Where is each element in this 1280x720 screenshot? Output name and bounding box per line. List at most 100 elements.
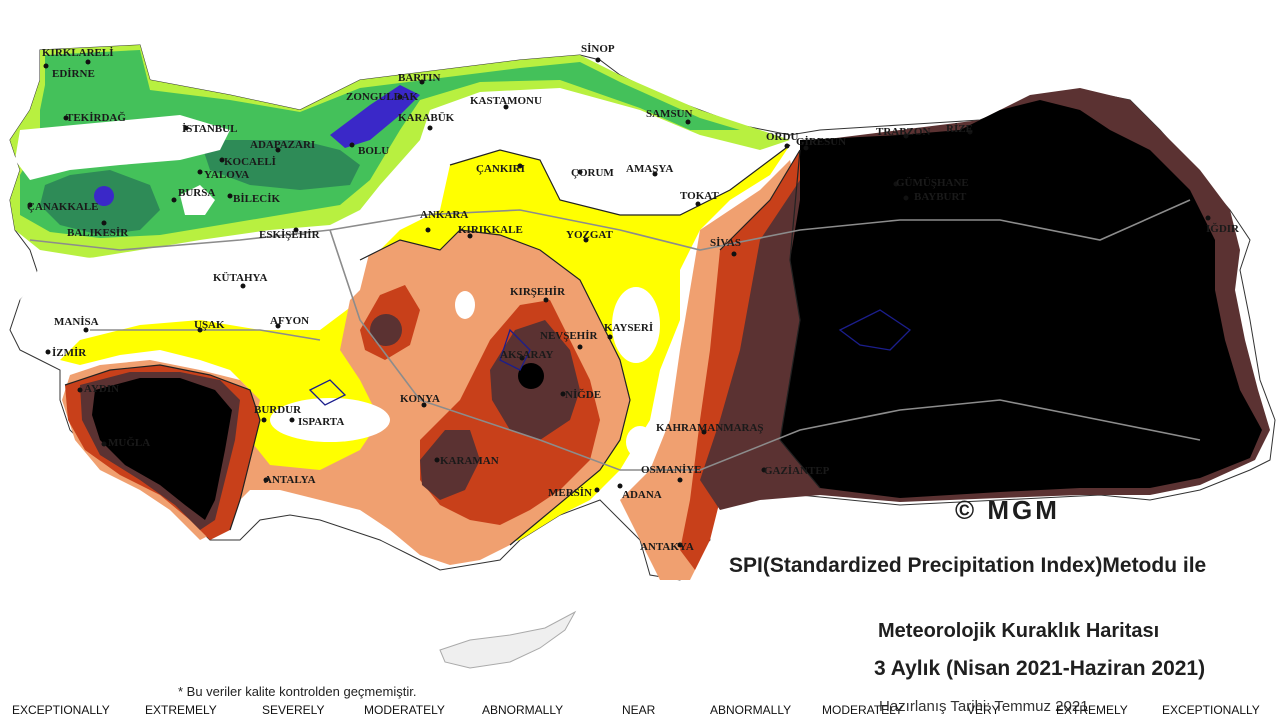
- city-label: ANTAKYA: [640, 541, 694, 553]
- city-dot: [803, 145, 809, 151]
- near-normal-bursa: [180, 185, 215, 215]
- city-label: KIRKLARELİ: [42, 47, 114, 59]
- legend-item: EXTREMELY: [145, 703, 217, 717]
- city-dot: [577, 344, 583, 350]
- contour-line: [359, 229, 631, 546]
- city-bolu: BOLU: [349, 142, 389, 157]
- city-ordu: ORDU: [766, 131, 798, 149]
- city-dot: [761, 467, 767, 473]
- road-line: [329, 229, 1201, 471]
- city-adapazari: ADAPAZARI: [250, 139, 315, 153]
- legend-row: EXCEPTIONALLY EXTREMELY SEVERELY MODERAT…: [0, 702, 1280, 720]
- city-label: OSMANİYE: [641, 464, 702, 476]
- exceptionally-dry-aksaray-spot: [518, 363, 544, 389]
- city-label: KARABÜK: [398, 111, 455, 124]
- very-wet-zone-west: [200, 140, 360, 190]
- legend-item: EXCEPTIONALLY: [1162, 703, 1260, 717]
- city-mugla: MUĞLA: [101, 436, 150, 449]
- city-label: KIRIKKALE: [458, 224, 523, 236]
- city-dot: [517, 163, 523, 169]
- city-kirsehir: KIRŞEHİR: [510, 286, 566, 303]
- legend-item: NEAR: [622, 703, 656, 717]
- drought-map: KIRKLARELİ EDİRNE TEKİRDAĞ İSTANBUL ÇANA…: [9, 43, 1276, 669]
- city-kirikkale: KIRIKKALE: [458, 224, 523, 239]
- city-afyon: AFYON: [270, 315, 309, 329]
- city-dot: [219, 157, 225, 163]
- city-label: KÜTAHYA: [213, 271, 267, 284]
- city-karabuk: KARABÜK: [398, 111, 455, 131]
- city-label: ÇORUM: [571, 167, 614, 179]
- city-dot: [695, 201, 701, 207]
- city-dot: [967, 129, 973, 135]
- extremely-dry-karaman: [420, 430, 480, 500]
- legend-item: MODERATELY: [364, 703, 445, 717]
- city-label: NEVŞEHİR: [540, 330, 599, 342]
- city-aydin: AYDIN: [77, 383, 119, 395]
- city-dot: [731, 251, 737, 257]
- city-dot: [503, 104, 509, 110]
- legend-item: EXCEPTIONALLY: [12, 703, 110, 717]
- city-dot: [183, 125, 189, 131]
- near-normal-adana: [626, 426, 654, 458]
- city-kutahya: KÜTAHYA: [213, 271, 267, 289]
- contour-line: [719, 149, 821, 489]
- city-ankara: ANKARA: [420, 209, 468, 233]
- city-dot: [45, 349, 51, 355]
- city-label: BAYBURT: [914, 191, 967, 203]
- city-dot: [85, 59, 91, 65]
- city-dot: [419, 79, 425, 85]
- city-label: BARTIN: [398, 72, 440, 84]
- city-isparta: ISPARTA: [289, 416, 344, 428]
- city-canakkale: ÇANAKKALE: [27, 201, 99, 213]
- city-bayburt: BAYBURT: [903, 191, 967, 203]
- city-dot: [903, 195, 909, 201]
- city-igdir: IĞDIR: [1205, 215, 1240, 235]
- city-label: BALIKESİR: [67, 227, 129, 239]
- city-label: KAYSERİ: [604, 322, 653, 334]
- city-label: YOZGAT: [566, 229, 614, 241]
- city-dot: [289, 417, 295, 423]
- legend-item: EXTREMELY: [1056, 703, 1128, 717]
- city-label: GİRESUN: [796, 136, 846, 148]
- city-konya: KONYA: [400, 393, 440, 408]
- city-dot: [893, 181, 899, 187]
- city-label: ISPARTA: [298, 416, 344, 428]
- city-dot: [293, 227, 299, 233]
- city-dot: [427, 125, 433, 131]
- city-dot: [197, 169, 203, 175]
- city-cankiri: ÇANKIRI: [476, 163, 525, 175]
- city-label: TOKAT: [680, 190, 719, 202]
- city-dot: [543, 297, 549, 303]
- city-dot: [63, 115, 69, 121]
- city-dot: [261, 417, 267, 423]
- cyprus-outline: [439, 610, 577, 669]
- city-bartin: BARTIN: [398, 72, 440, 85]
- city-dot: [617, 483, 623, 489]
- city-label: AFYON: [270, 315, 309, 327]
- city-label: MANİSA: [54, 316, 99, 328]
- near-normal-central-north: [560, 160, 720, 210]
- lake-outline: [308, 379, 347, 406]
- city-dot: [349, 142, 355, 148]
- city-dot: [227, 193, 233, 199]
- city-label: EDİRNE: [52, 68, 95, 80]
- city-kahramanmaras: KAHRAMANMARAŞ: [656, 422, 764, 435]
- extremely-wet-zone: [330, 85, 420, 148]
- city-kocaeli: KOCAELİ: [219, 156, 276, 168]
- city-dot: [77, 387, 83, 393]
- city-label: YALOVA: [204, 169, 249, 181]
- city-label: BURDUR: [254, 404, 302, 416]
- city-nigde: NİĞDE: [560, 388, 601, 401]
- city-dot: [467, 233, 473, 239]
- city-label: KIRŞEHİR: [510, 286, 566, 298]
- near-normal-ankara: [455, 291, 475, 319]
- city-label: ESKİŞEHİR: [259, 229, 321, 241]
- legend-item: MODERATELY: [822, 703, 903, 717]
- contour-line: [449, 144, 791, 216]
- extremely-wet-spot: [94, 186, 114, 206]
- legend-item: VERY: [967, 703, 1000, 717]
- exceptionally-dry-east: [780, 100, 1262, 498]
- city-label: SİVAS: [710, 237, 741, 249]
- city-label: ANTALYA: [264, 474, 316, 486]
- city-label: ADAPAZARI: [250, 139, 315, 151]
